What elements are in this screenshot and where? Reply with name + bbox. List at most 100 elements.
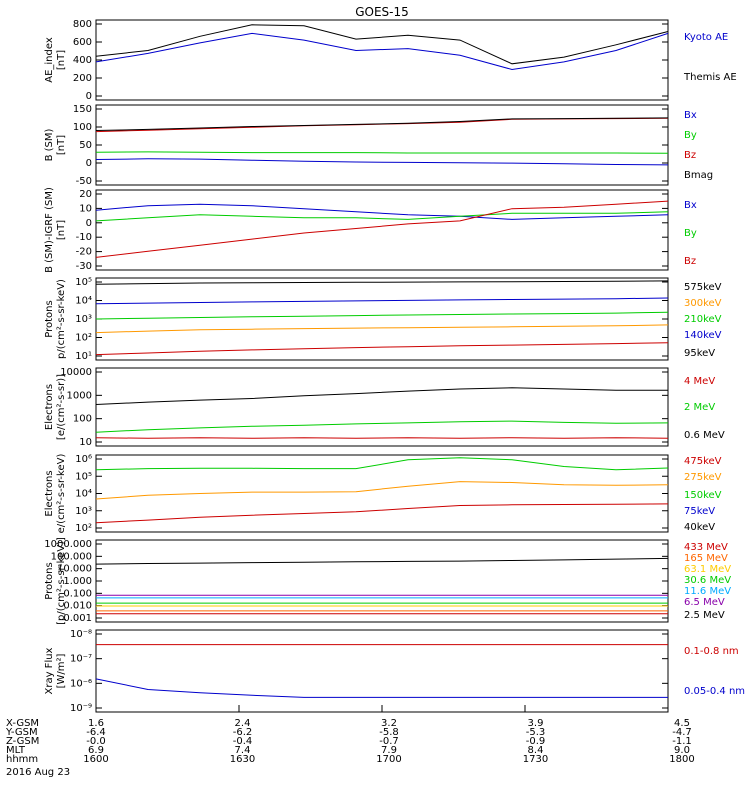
x-row-value: 7.4 [235, 745, 251, 756]
y-axis-label: [W/m²] [56, 653, 67, 688]
y-tick-label: 1.000 [63, 576, 92, 587]
y-tick-label: -10 [76, 232, 92, 243]
legend-entry: 433 MeV [684, 542, 728, 553]
legend-entry: 2.5 MeV [684, 610, 725, 621]
y-tick-label: 10⁻⁶ [70, 678, 92, 689]
x-row-value: -0.4 [233, 736, 253, 747]
legend-entry: 30.6 MeV [684, 575, 731, 586]
panel-4: 10⁵ 10⁴ 10³ 10² 10¹ Protons p/(cm²-s-sr-keV) 57… [44, 277, 722, 362]
y-tick-label: 0.010 [63, 601, 92, 612]
series-line [95, 678, 668, 698]
date-label: 2016 Aug 23 [6, 767, 70, 778]
legend-entry: 4 MeV [684, 376, 715, 387]
legend-entry: 0.05-0.4 nm [684, 686, 745, 697]
y-axis-label: Protons [44, 300, 55, 337]
panel-frame [95, 367, 669, 447]
x-row-label: Y-GSM [5, 727, 38, 738]
y-axis-label: Electrons [44, 470, 55, 516]
x-row-value: 3.9 [528, 718, 544, 729]
y-axis-label: [p/(cm²-s-sr-keV)] [56, 537, 67, 625]
y-tick-label: 10² [75, 523, 92, 534]
x-row-value: 1600 [83, 754, 108, 765]
x-row-value: 1630 [230, 754, 255, 765]
legend-entry: 150keV [684, 490, 722, 501]
y-tick-label: 10 [79, 437, 92, 448]
chart-title: GOES-15 [355, 5, 409, 19]
y-tick-label: 100 [73, 122, 92, 133]
y-axis-label: e/(cm²-s-sr-keV) [56, 454, 67, 534]
x-row-label: hhmm [6, 754, 38, 765]
legend-entry: Bx [684, 110, 697, 121]
legend-entry: Bmag [684, 170, 713, 181]
y-tick-label: 50 [79, 140, 92, 151]
series-line [95, 203, 669, 220]
legend-entry: 11.6 MeV [684, 586, 731, 597]
y-tick-label: -20 [76, 247, 92, 258]
x-row-value: -5.8 [379, 727, 399, 738]
legend-entry: 140keV [684, 330, 722, 341]
y-tick-label: 10000 [60, 367, 92, 378]
y-axis-label: [nT] [56, 135, 67, 155]
y-axis-label: p/(cm²-s-sr-keV) [56, 279, 67, 359]
y-tick-label: 10³ [75, 506, 92, 517]
legend-entry: 210keV [684, 314, 722, 325]
legend-entry: 575keV [684, 282, 722, 293]
y-tick-label: 10⁴ [75, 296, 92, 307]
series-line [95, 342, 669, 356]
panel-8: 10⁻⁸ 10⁻⁷ 10⁻⁶ 10⁻⁹ Xray Flux [W/m²] 0.1-0.8 n… [44, 629, 745, 714]
y-axis-label: AE_index [44, 37, 55, 83]
y-tick-label: 0.100 [63, 588, 92, 599]
legend-entry: 0.1-0.8 nm [684, 646, 739, 657]
series-line [95, 117, 669, 133]
series-line [95, 24, 669, 65]
y-tick-label: 10⁵ [75, 277, 92, 288]
legend-entry: 75keV [684, 506, 715, 517]
x-row-value: 1730 [523, 754, 548, 765]
y-tick-label: 100.000 [51, 551, 92, 562]
y-tick-label: -30 [76, 261, 92, 272]
series-line [95, 211, 669, 222]
series-line [95, 200, 669, 258]
y-axis-label: Xray Flux [44, 647, 55, 694]
y-tick-label: 1000 [67, 390, 92, 401]
x-row-value: -6.2 [233, 727, 253, 738]
legend-entry: 300keV [684, 298, 722, 309]
y-tick-label: 150 [73, 104, 92, 115]
y-axis-label: [nT] [56, 50, 67, 70]
y-axis-label: [e/(cm²-s-sr)] [56, 374, 67, 440]
series-line [95, 387, 668, 405]
y-tick-label: -50 [76, 176, 92, 187]
x-row-value: 1800 [669, 754, 694, 765]
y-axis-label: B (SM) [44, 128, 55, 161]
x-row-value: -0.9 [526, 736, 546, 747]
series-line [95, 324, 669, 334]
y-axis-label: Electrons [44, 384, 55, 430]
y-tick-label: 0.001 [63, 613, 92, 624]
series-line [95, 280, 669, 285]
x-row-label: Z-GSM [6, 736, 39, 747]
legend-entry: Bz [684, 256, 696, 267]
series-line [95, 311, 669, 320]
x-row-value: 1700 [376, 754, 401, 765]
y-tick-label: 10¹ [75, 351, 92, 362]
y-tick-label: 400 [73, 55, 92, 66]
series-line [95, 557, 669, 565]
legend-entry: By [684, 228, 697, 239]
legend-entry: 40keV [684, 522, 715, 533]
y-tick-label: 10.000 [57, 564, 92, 575]
y-tick-label: 10⁶ [75, 454, 92, 465]
x-row-value: 3.2 [381, 718, 397, 729]
panel-6: 10⁶ 10⁵ 10⁴ 10³ 10² Electrons e/(cm²-s-sr-keV)… [44, 454, 722, 534]
legend-entry: Themis AE [683, 72, 737, 83]
y-tick-label: 600 [73, 37, 92, 48]
x-row-value: -0.0 [86, 736, 106, 747]
y-tick-label: 10⁻⁷ [70, 654, 92, 665]
legend-entry: 0.6 MeV [684, 430, 725, 441]
panel-frame [95, 277, 669, 361]
panel-frame [95, 539, 669, 623]
panel-frame [95, 454, 669, 533]
legend-entry: 165 MeV [684, 553, 728, 564]
series-line [95, 32, 669, 71]
legend-entry: 275keV [684, 472, 722, 483]
legend-entry: Bx [684, 200, 697, 211]
